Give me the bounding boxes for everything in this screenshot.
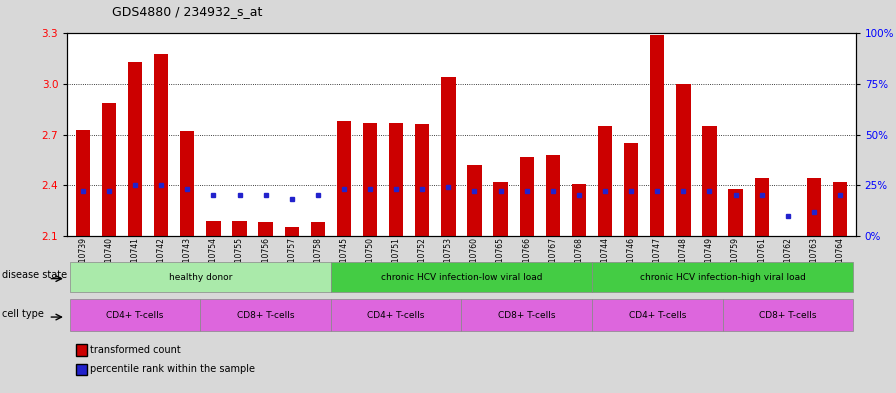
Bar <box>520 156 534 236</box>
Bar <box>494 182 508 236</box>
Text: CD4+ T-cells: CD4+ T-cells <box>629 311 686 320</box>
Text: chronic HCV infection-low viral load: chronic HCV infection-low viral load <box>381 273 542 281</box>
Bar <box>415 125 429 236</box>
Bar <box>806 178 821 236</box>
Bar <box>331 299 461 331</box>
Text: CD8+ T-cells: CD8+ T-cells <box>759 311 816 320</box>
Bar <box>285 228 299 236</box>
Text: percentile rank within the sample: percentile rank within the sample <box>90 364 255 375</box>
Bar <box>232 220 246 236</box>
Bar <box>331 262 592 292</box>
Bar <box>592 299 722 331</box>
Text: disease state: disease state <box>2 270 67 281</box>
Bar <box>311 222 325 236</box>
Text: cell type: cell type <box>2 309 44 319</box>
Bar <box>468 165 482 236</box>
Bar <box>363 123 377 236</box>
Bar <box>624 143 638 236</box>
Text: CD8+ T-cells: CD8+ T-cells <box>237 311 295 320</box>
Bar <box>128 62 142 236</box>
Bar <box>258 222 272 236</box>
Bar <box>754 178 769 236</box>
Bar <box>598 126 612 236</box>
Bar <box>461 299 592 331</box>
Bar <box>70 299 201 331</box>
Bar <box>546 155 560 236</box>
Bar <box>572 184 586 236</box>
Bar <box>70 262 331 292</box>
Bar <box>180 131 194 236</box>
Bar <box>650 35 665 236</box>
Text: CD4+ T-cells: CD4+ T-cells <box>107 311 164 320</box>
Bar <box>728 189 743 236</box>
Bar <box>676 84 691 236</box>
Bar <box>206 220 220 236</box>
Text: transformed count: transformed count <box>90 345 181 355</box>
Text: GDS4880 / 234932_s_at: GDS4880 / 234932_s_at <box>112 5 263 18</box>
Bar <box>441 77 455 236</box>
Bar <box>154 53 168 236</box>
Text: CD8+ T-cells: CD8+ T-cells <box>498 311 556 320</box>
Text: CD4+ T-cells: CD4+ T-cells <box>367 311 425 320</box>
Text: chronic HCV infection-high viral load: chronic HCV infection-high viral load <box>640 273 806 281</box>
Bar <box>102 103 116 236</box>
Bar <box>337 121 351 236</box>
Bar <box>389 123 403 236</box>
Bar <box>592 262 853 292</box>
Bar <box>833 182 848 236</box>
Bar <box>722 299 853 331</box>
Bar <box>702 126 717 236</box>
Text: healthy donor: healthy donor <box>168 273 232 281</box>
Bar <box>201 299 331 331</box>
Bar <box>75 130 90 236</box>
